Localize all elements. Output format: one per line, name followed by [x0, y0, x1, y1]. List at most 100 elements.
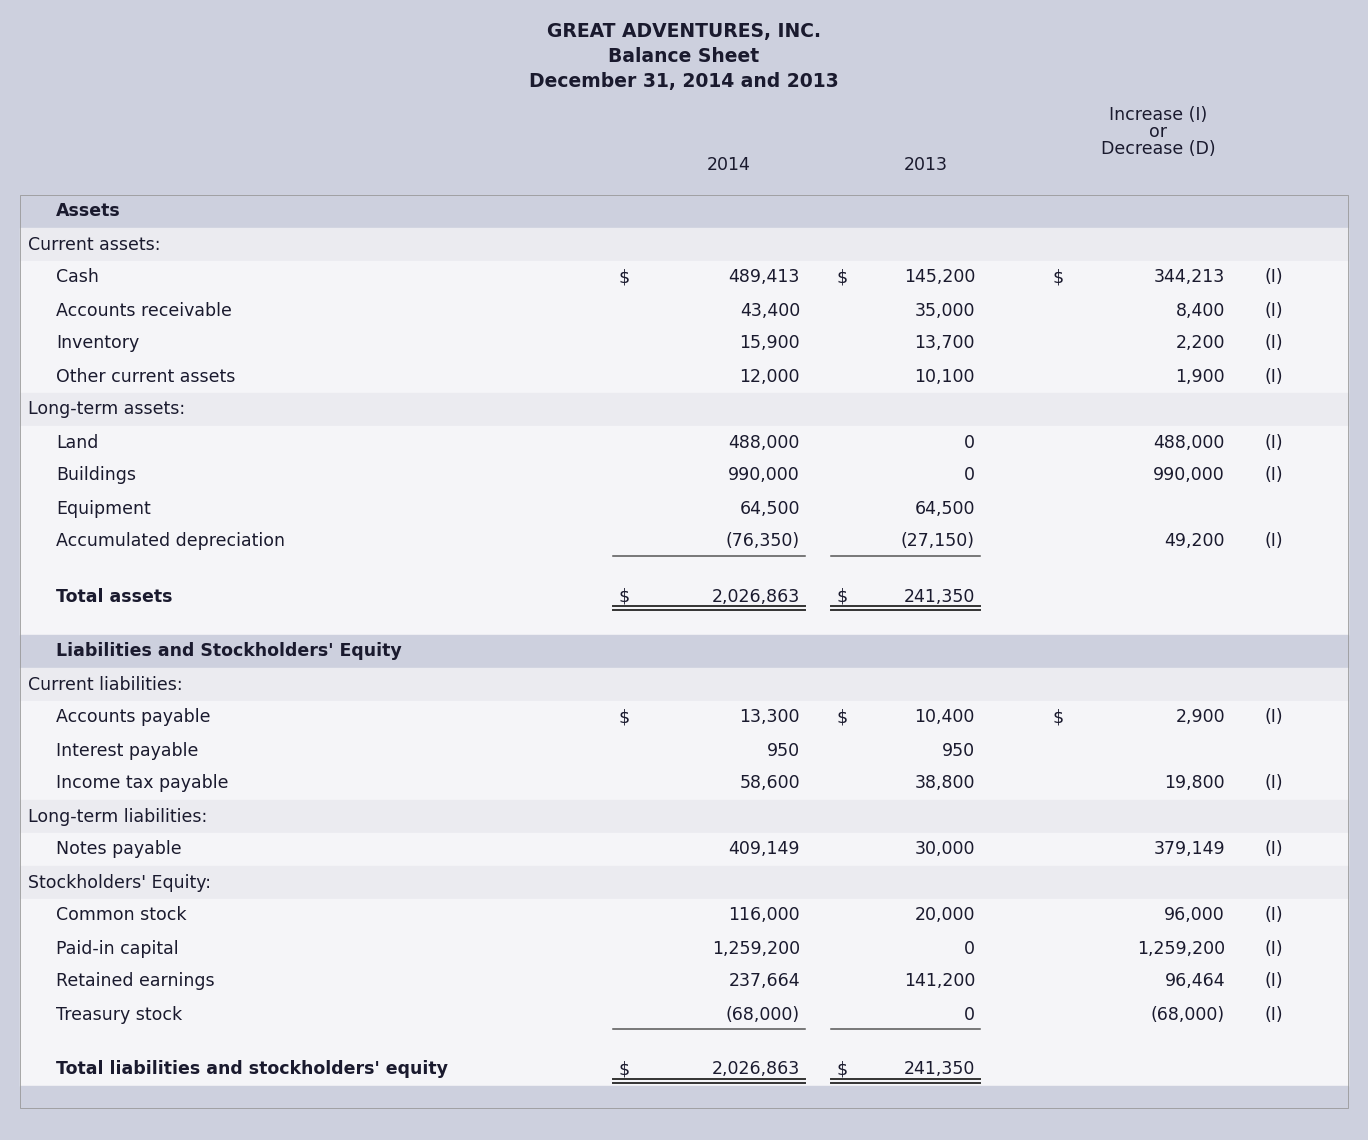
Bar	[21, 998, 1347, 1031]
Text: Current assets:: Current assets:	[27, 236, 160, 253]
Text: $: $	[618, 1060, 629, 1078]
Text: Assets: Assets	[56, 203, 120, 220]
Text: Current liabilities:: Current liabilities:	[27, 676, 182, 693]
Text: 96,464: 96,464	[1164, 972, 1224, 991]
Text: Decrease (D): Decrease (D)	[1101, 140, 1216, 158]
Bar	[21, 557, 1347, 580]
Text: 13,700: 13,700	[914, 334, 975, 352]
Text: Paid-in capital: Paid-in capital	[56, 939, 179, 958]
Bar	[21, 701, 1347, 734]
Text: $: $	[1052, 269, 1063, 286]
Text: 241,350: 241,350	[904, 1060, 975, 1078]
Text: Long-term assets:: Long-term assets:	[27, 400, 185, 418]
Text: (27,150): (27,150)	[902, 532, 975, 551]
Bar	[21, 635, 1347, 668]
Bar	[21, 426, 1347, 459]
Text: (I): (I)	[1265, 334, 1283, 352]
Text: (I): (I)	[1265, 367, 1283, 385]
Text: (I): (I)	[1265, 840, 1283, 858]
Text: 0: 0	[964, 433, 975, 451]
Bar	[21, 613, 1347, 635]
Text: Interest payable: Interest payable	[56, 741, 198, 759]
Text: (I): (I)	[1265, 708, 1283, 726]
Text: $: $	[618, 708, 629, 726]
Text: 379,149: 379,149	[1153, 840, 1224, 858]
Bar	[21, 580, 1347, 613]
Text: 950: 950	[767, 741, 800, 759]
Bar	[21, 261, 1347, 294]
Bar	[21, 459, 1347, 492]
Text: (I): (I)	[1265, 1005, 1283, 1024]
Text: $: $	[618, 269, 629, 286]
Text: 10,100: 10,100	[914, 367, 975, 385]
Text: (76,350): (76,350)	[726, 532, 800, 551]
Text: 96,000: 96,000	[1164, 906, 1224, 925]
Text: Cash: Cash	[56, 269, 98, 286]
Bar	[21, 1031, 1347, 1053]
Text: Other current assets: Other current assets	[56, 367, 235, 385]
Text: 19,800: 19,800	[1164, 774, 1224, 792]
Text: Equipment: Equipment	[56, 499, 150, 518]
Text: 49,200: 49,200	[1164, 532, 1224, 551]
Text: (I): (I)	[1265, 774, 1283, 792]
Bar	[21, 899, 1347, 933]
Bar	[21, 964, 1347, 998]
Bar	[21, 195, 1347, 1108]
Text: 2,026,863: 2,026,863	[711, 1060, 800, 1078]
Text: 2,900: 2,900	[1175, 708, 1224, 726]
Text: 35,000: 35,000	[914, 301, 975, 319]
Bar	[21, 866, 1347, 899]
Text: Accounts payable: Accounts payable	[56, 708, 211, 726]
Text: (68,000): (68,000)	[1150, 1005, 1224, 1024]
Text: $: $	[618, 587, 629, 605]
Text: Accounts receivable: Accounts receivable	[56, 301, 231, 319]
Text: 2013: 2013	[903, 156, 948, 174]
Text: 2,200: 2,200	[1175, 334, 1224, 352]
Bar	[21, 360, 1347, 393]
Bar	[21, 526, 1347, 557]
Text: 489,413: 489,413	[729, 269, 800, 286]
Text: (I): (I)	[1265, 301, 1283, 319]
Text: (I): (I)	[1265, 906, 1283, 925]
Text: Stockholders' Equity:: Stockholders' Equity:	[27, 873, 211, 891]
Text: 64,500: 64,500	[914, 499, 975, 518]
Text: 1,259,200: 1,259,200	[711, 939, 800, 958]
Text: (I): (I)	[1265, 269, 1283, 286]
Bar	[21, 734, 1347, 767]
Bar	[21, 800, 1347, 833]
Text: 116,000: 116,000	[728, 906, 800, 925]
Text: 990,000: 990,000	[728, 466, 800, 484]
Text: Long-term liabilities:: Long-term liabilities:	[27, 807, 207, 825]
Bar	[21, 393, 1347, 426]
Bar	[21, 767, 1347, 800]
Text: Land: Land	[56, 433, 98, 451]
Bar	[0, 0, 1368, 195]
Text: 344,213: 344,213	[1153, 269, 1224, 286]
Bar	[21, 195, 1347, 228]
Text: 2,026,863: 2,026,863	[711, 587, 800, 605]
Text: (I): (I)	[1265, 466, 1283, 484]
Text: (I): (I)	[1265, 939, 1283, 958]
Text: 2014: 2014	[707, 156, 751, 174]
Text: 15,900: 15,900	[739, 334, 800, 352]
Text: GREAT ADVENTURES, INC.: GREAT ADVENTURES, INC.	[547, 23, 821, 41]
Text: 0: 0	[964, 939, 975, 958]
Text: (I): (I)	[1265, 972, 1283, 991]
Text: Retained earnings: Retained earnings	[56, 972, 215, 991]
Text: 488,000: 488,000	[1153, 433, 1224, 451]
Text: Increase (I): Increase (I)	[1109, 106, 1208, 124]
Text: 10,400: 10,400	[915, 708, 975, 726]
Text: 64,500: 64,500	[740, 499, 800, 518]
Text: 409,149: 409,149	[729, 840, 800, 858]
Text: 1,259,200: 1,259,200	[1137, 939, 1224, 958]
Text: 38,800: 38,800	[914, 774, 975, 792]
Text: Treasury stock: Treasury stock	[56, 1005, 182, 1024]
Text: December 31, 2014 and 2013: December 31, 2014 and 2013	[529, 73, 839, 91]
Text: $: $	[836, 708, 847, 726]
Bar	[21, 327, 1347, 360]
Text: 0: 0	[964, 466, 975, 484]
Text: 145,200: 145,200	[904, 269, 975, 286]
Text: 8,400: 8,400	[1175, 301, 1224, 319]
Text: $: $	[836, 269, 847, 286]
Text: (I): (I)	[1265, 433, 1283, 451]
